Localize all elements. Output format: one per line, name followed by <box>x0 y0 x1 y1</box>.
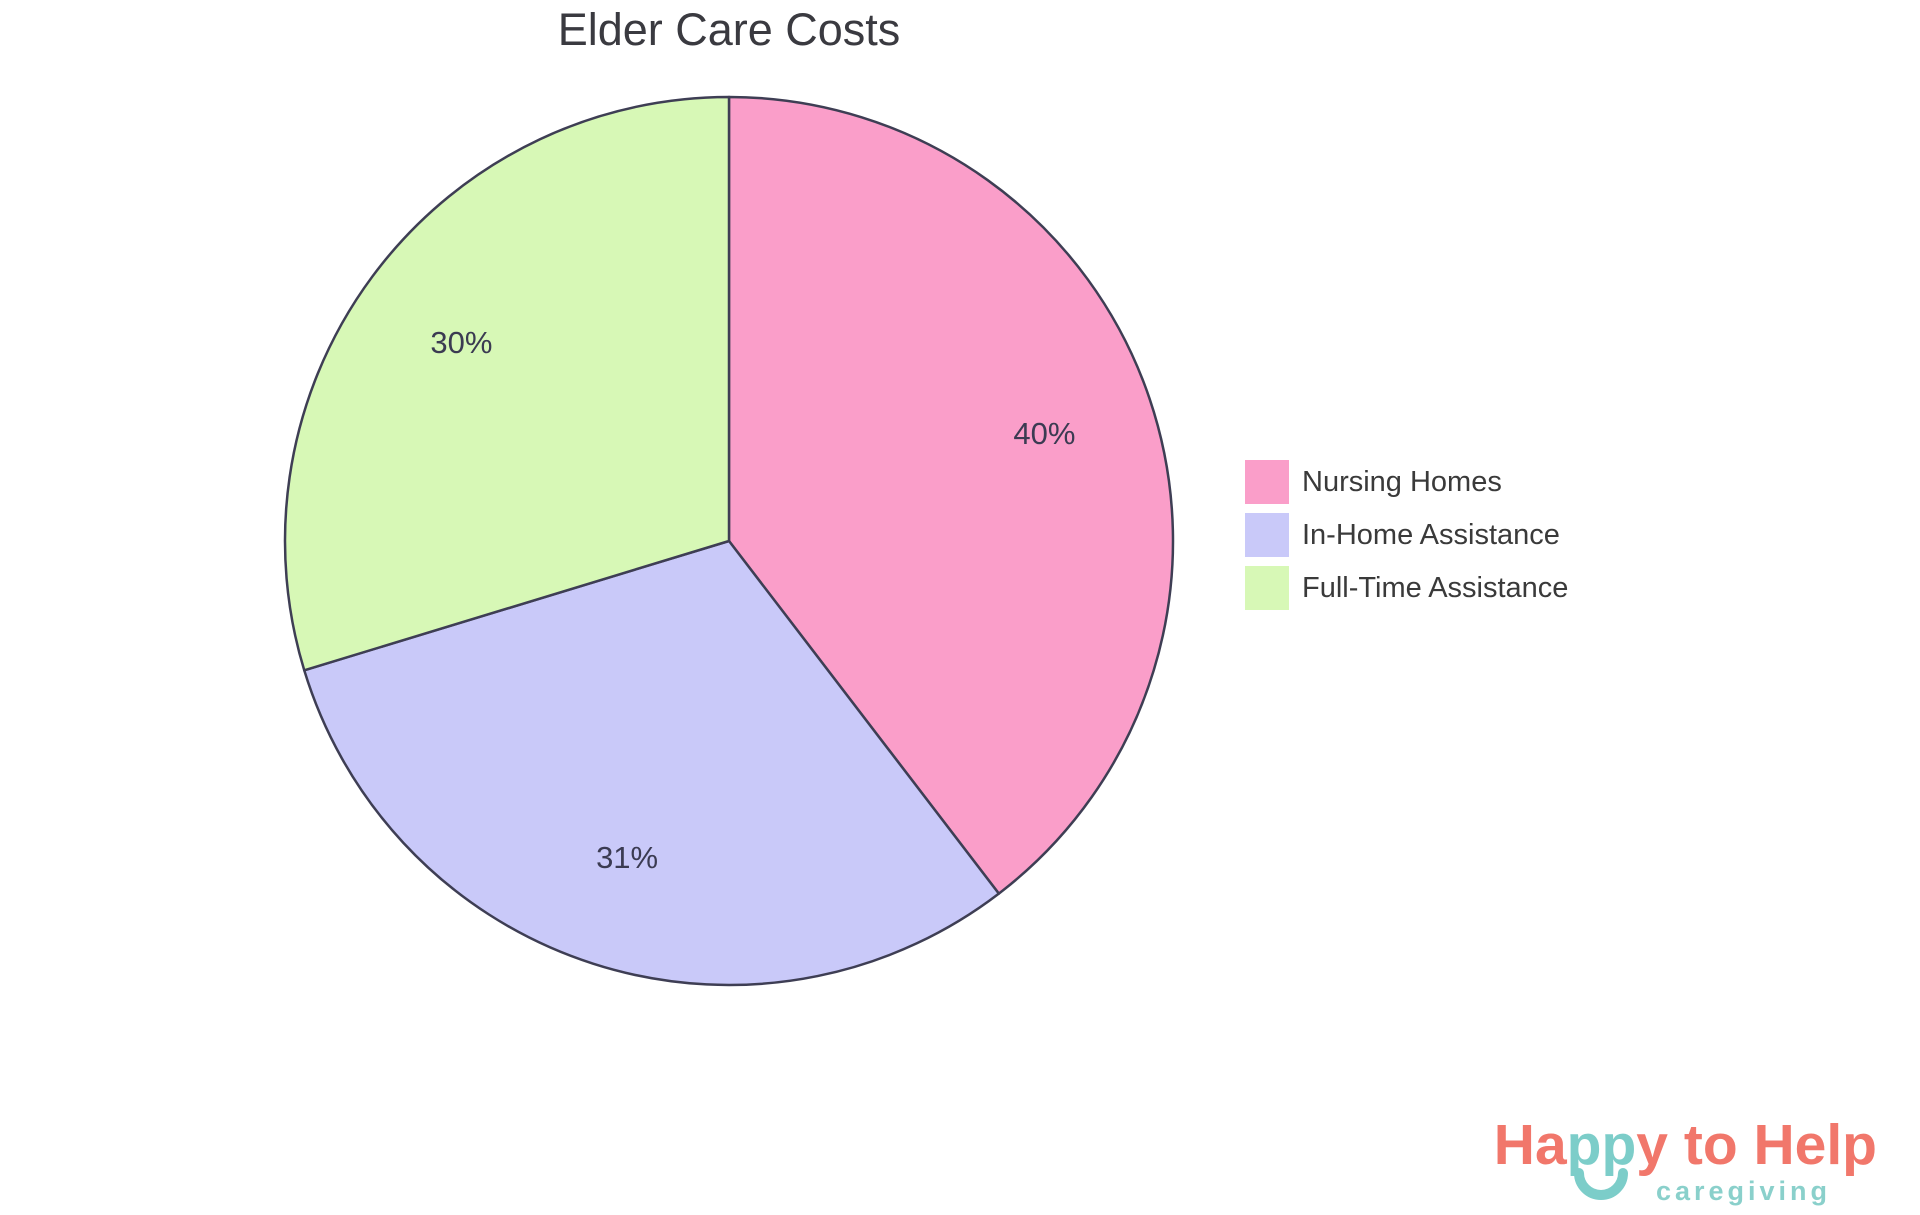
happy-to-help-logo: Happ y to Help caregiving <box>1494 1117 1877 1207</box>
legend-label-full-time-assistance: Full-Time Assistance <box>1302 571 1569 604</box>
slice-percent-label-1: 31% <box>596 840 658 875</box>
legend-swatch-full-time-assistance <box>1245 566 1289 610</box>
legend-item-full-time-assistance: Full-Time Assistance <box>1245 566 1568 610</box>
brand-text-pp: pp <box>1567 1117 1636 1200</box>
brand-text-pp-letters: pp <box>1566 1113 1637 1177</box>
legend-item-in-home-assistance: In-Home Assistance <box>1245 513 1568 557</box>
chart-legend: Nursing Homes In-Home Assistance Full-Ti… <box>1245 460 1568 610</box>
legend-label-nursing-homes: Nursing Homes <box>1302 465 1502 498</box>
smile-icon <box>1574 1168 1629 1200</box>
brand-text-ha: Ha <box>1493 1113 1567 1177</box>
pie-slice-in-home-assistance <box>302 539 1001 987</box>
brand-wordmark: Happ y to Help <box>1494 1117 1877 1200</box>
slice-percent-label-0: 40% <box>1013 416 1075 451</box>
chart-title: Elder Care Costs <box>557 4 901 55</box>
legend-swatch-nursing-homes <box>1245 460 1289 504</box>
pie-slice-nursing-homes <box>727 95 1175 895</box>
pie-slice-full-time-assistance <box>283 95 731 672</box>
brand-text-y-to-help: y to Help <box>1636 1113 1877 1177</box>
slice-percent-label-2: 30% <box>430 325 492 360</box>
brand-tagline: caregiving <box>1655 1176 1831 1206</box>
legend-item-nursing-homes: Nursing Homes <box>1245 460 1568 504</box>
legend-label-in-home-assistance: In-Home Assistance <box>1302 518 1560 551</box>
legend-swatch-in-home-assistance <box>1245 513 1289 557</box>
